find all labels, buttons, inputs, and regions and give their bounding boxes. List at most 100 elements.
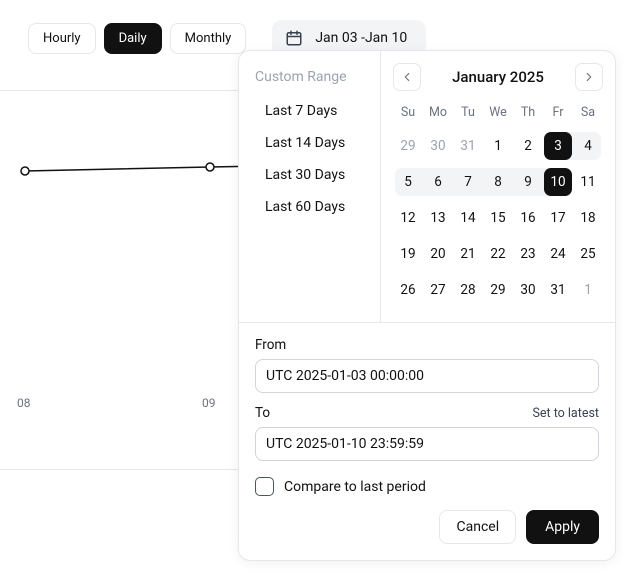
day-cell[interactable]: 21	[453, 236, 483, 272]
top-controls-row: Hourly Daily Monthly Jan 03 -Jan 10	[0, 0, 636, 56]
apply-button[interactable]: Apply	[526, 510, 599, 544]
preset-last-14-days[interactable]: Last 14 Days	[239, 127, 380, 159]
day-cell[interactable]: 28	[453, 272, 483, 308]
day-cell[interactable]: 10	[543, 164, 573, 200]
day-cell[interactable]: 23	[513, 236, 543, 272]
day-cell[interactable]: 17	[543, 200, 573, 236]
granularity-hourly[interactable]: Hourly	[28, 23, 96, 54]
day-cell[interactable]: 5	[393, 164, 423, 200]
day-cell[interactable]: 7	[453, 164, 483, 200]
chart-area: 0809	[0, 90, 250, 470]
day-cell[interactable]: 16	[513, 200, 543, 236]
dow-label: Sa	[573, 101, 603, 124]
day-cell[interactable]: 12	[393, 200, 423, 236]
day-number: 13	[424, 204, 452, 232]
x-axis-tick: 09	[202, 396, 216, 410]
day-cell[interactable]: 15	[483, 200, 513, 236]
compare-checkbox[interactable]	[255, 477, 274, 496]
day-cell[interactable]: 25	[573, 236, 603, 272]
from-label: From	[255, 337, 286, 353]
day-number: 29	[394, 132, 422, 160]
day-number: 15	[484, 204, 512, 232]
day-cell[interactable]: 9	[513, 164, 543, 200]
chevron-right-icon	[582, 70, 596, 84]
day-number: 10	[544, 168, 572, 196]
day-cell[interactable]: 29	[483, 272, 513, 308]
day-number: 28	[454, 276, 482, 304]
day-cell[interactable]: 11	[573, 164, 603, 200]
day-cell[interactable]: 3	[543, 128, 573, 164]
day-number: 18	[574, 204, 602, 232]
calendar-column: January 2025 SuMoTuWeThFrSa 293031123456…	[381, 51, 615, 322]
day-number: 1	[574, 276, 602, 304]
day-cell[interactable]: 24	[543, 236, 573, 272]
day-cell[interactable]: 2	[513, 128, 543, 164]
granularity-monthly[interactable]: Monthly	[170, 23, 247, 54]
day-cell[interactable]: 20	[423, 236, 453, 272]
day-cell[interactable]: 13	[423, 200, 453, 236]
date-range-popover: Custom Range Last 7 DaysLast 14 DaysLast…	[238, 50, 616, 561]
day-cell[interactable]: 29	[393, 128, 423, 164]
compare-label: Compare to last period	[284, 479, 426, 495]
day-cell[interactable]: 8	[483, 164, 513, 200]
day-cell[interactable]: 1	[573, 272, 603, 308]
day-number: 12	[394, 204, 422, 232]
day-number: 31	[544, 276, 572, 304]
month-label: January 2025	[452, 68, 544, 86]
chart-point	[206, 163, 214, 171]
day-number: 6	[424, 168, 452, 196]
chevron-left-icon	[400, 70, 414, 84]
day-number: 21	[454, 240, 482, 268]
preset-last-60-days[interactable]: Last 60 Days	[239, 191, 380, 223]
dow-label: We	[483, 101, 513, 124]
day-cell[interactable]: 18	[573, 200, 603, 236]
day-number: 5	[394, 168, 422, 196]
day-number: 27	[424, 276, 452, 304]
day-number: 11	[574, 168, 602, 196]
day-number: 9	[514, 168, 542, 196]
day-number: 22	[484, 240, 512, 268]
to-label: To	[255, 405, 270, 421]
prev-month-button[interactable]	[393, 63, 421, 91]
day-number: 1	[484, 132, 512, 160]
day-cell[interactable]: 31	[543, 272, 573, 308]
day-cell[interactable]: 27	[423, 272, 453, 308]
chart-line	[25, 166, 250, 171]
next-month-button[interactable]	[575, 63, 603, 91]
dow-label: Th	[513, 101, 543, 124]
day-cell[interactable]: 22	[483, 236, 513, 272]
preset-last-30-days[interactable]: Last 30 Days	[239, 159, 380, 191]
day-cell[interactable]: 6	[423, 164, 453, 200]
date-range-label: Jan 03 -Jan 10	[315, 30, 407, 46]
day-number: 25	[574, 240, 602, 268]
day-cell[interactable]: 19	[393, 236, 423, 272]
day-cell[interactable]: 1	[483, 128, 513, 164]
dow-label: Fr	[543, 101, 573, 124]
set-to-latest-link[interactable]: Set to latest	[532, 406, 599, 421]
to-input[interactable]	[255, 427, 599, 461]
preset-last-7-days[interactable]: Last 7 Days	[239, 95, 380, 127]
range-form: From To Set to latest Compare to last pe…	[239, 322, 615, 560]
preset-title: Custom Range	[239, 65, 380, 95]
preset-column: Custom Range Last 7 DaysLast 14 DaysLast…	[239, 51, 381, 322]
day-number: 8	[484, 168, 512, 196]
day-cell[interactable]: 30	[423, 128, 453, 164]
calendar-icon	[285, 29, 303, 47]
day-number: 29	[484, 276, 512, 304]
day-number: 16	[514, 204, 542, 232]
day-number: 24	[544, 240, 572, 268]
day-of-week-row: SuMoTuWeThFrSa	[393, 101, 603, 124]
day-number: 30	[424, 132, 452, 160]
day-cell[interactable]: 14	[453, 200, 483, 236]
day-cell[interactable]: 26	[393, 272, 423, 308]
day-number: 20	[424, 240, 452, 268]
day-cell[interactable]: 31	[453, 128, 483, 164]
granularity-daily[interactable]: Daily	[104, 23, 162, 54]
from-input[interactable]	[255, 359, 599, 393]
dow-label: Mo	[423, 101, 453, 124]
cancel-button[interactable]: Cancel	[439, 510, 516, 544]
day-cell[interactable]: 30	[513, 272, 543, 308]
day-number: 2	[514, 132, 542, 160]
day-number: 31	[454, 132, 482, 160]
day-cell[interactable]: 4	[573, 128, 603, 164]
